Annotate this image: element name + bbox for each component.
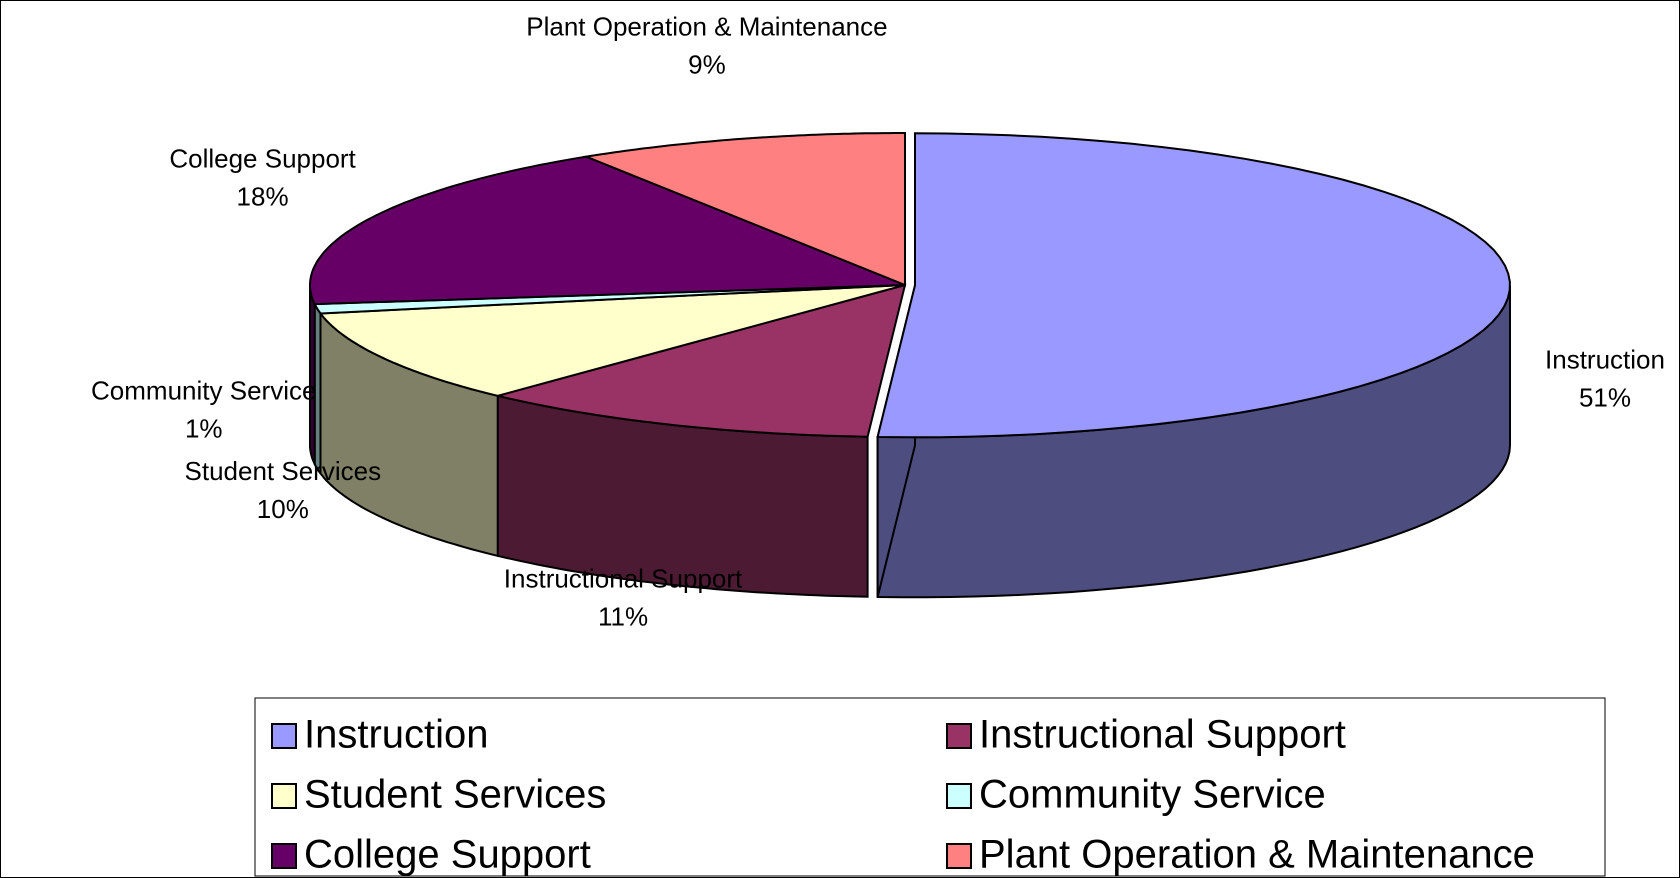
data-label-name: Instruction (1545, 345, 1665, 375)
legend-label: Instructional Support (979, 713, 1346, 757)
data-label-value: 11% (598, 602, 648, 632)
pie-slice (309, 155, 906, 306)
legend-swatch (946, 783, 972, 809)
pie-slice (318, 284, 906, 397)
pie-slice (876, 132, 1511, 439)
legend-label: Student Services (304, 773, 606, 817)
legend-swatch (946, 843, 972, 869)
pie-slice (312, 284, 906, 315)
data-label-value: 9% (688, 50, 726, 80)
legend-label: Community Service (979, 773, 1326, 817)
data-label-value: 10% (257, 494, 309, 524)
legend-swatch (271, 783, 297, 809)
data-label-name: Student Services (185, 456, 382, 486)
legend-swatch (946, 723, 972, 749)
data-label-name: Community Service (91, 376, 316, 406)
data-label-name: College Support (169, 144, 356, 174)
legend-label: Plant Operation & Maintenance (979, 833, 1535, 877)
pie-slice (497, 283, 907, 438)
legend-label: Instruction (304, 713, 489, 757)
legend-swatch (271, 723, 297, 749)
data-label-name: Plant Operation & Maintenance (526, 12, 887, 42)
data-label-value: 1% (185, 414, 223, 444)
legend-box (254, 697, 1606, 877)
legend-label: College Support (304, 833, 591, 877)
legend: Instruction Instructional Support Student … (271, 713, 1535, 877)
data-label-name: Instructional Support (504, 564, 743, 594)
pie-tops (309, 132, 1511, 439)
pie-slice (582, 132, 906, 287)
data-label-value: 18% (237, 182, 289, 212)
legend-swatch (271, 843, 297, 869)
data-label-value: 51% (1579, 383, 1631, 413)
